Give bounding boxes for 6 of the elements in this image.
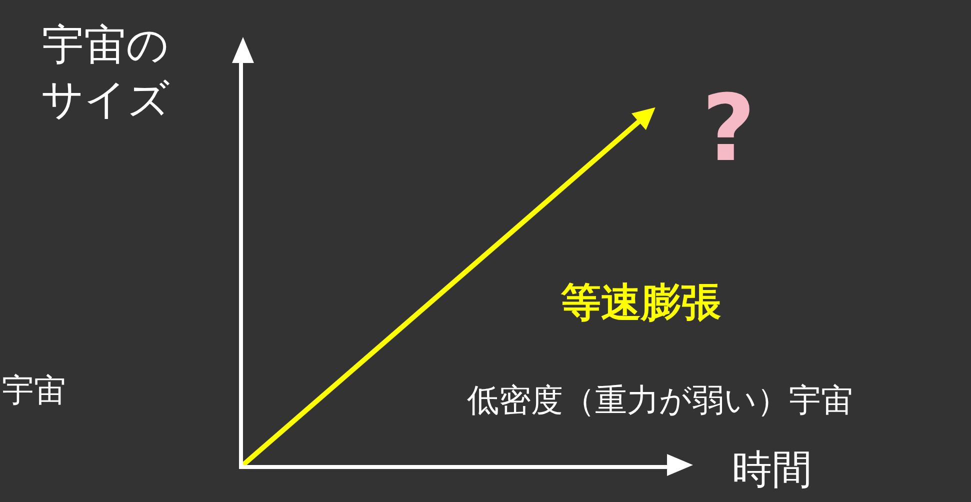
annotation: 等速膨張 [560,280,721,326]
annotation: ? [702,75,756,182]
annotation: 低密度（重力が弱い）宇宙 [467,381,853,419]
y-axis-title: 宇宙のサイズ [41,20,170,124]
x-axis-title: 時間 [732,447,812,493]
annotation: 宇宙 [2,371,66,409]
